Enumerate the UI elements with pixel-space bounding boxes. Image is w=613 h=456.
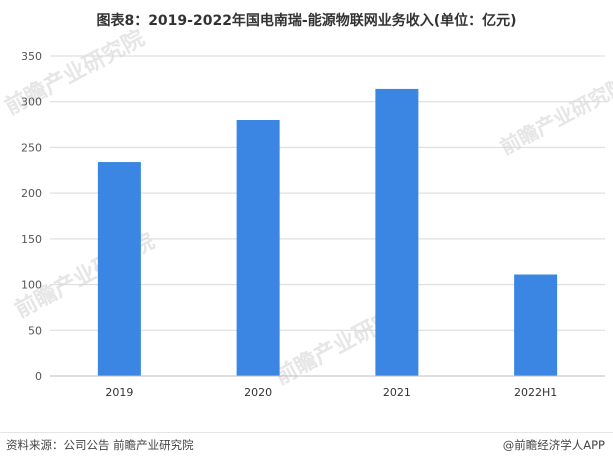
bar-2019 <box>97 162 141 376</box>
y-tick-label: 350 <box>21 50 42 63</box>
footer: 资料来源：公司公告 前瞻产业研究院 @前瞻经济学人APP <box>0 432 613 453</box>
y-axis-ticks: 0 50 100 150 200 250 300 350 <box>21 50 42 383</box>
brand-text: @前瞻经济学人APP <box>502 438 605 452</box>
x-axis-ticks: 2019 2020 2021 2022H1 <box>105 386 557 399</box>
bar-2022H1 <box>514 274 558 376</box>
source-text: 资料来源：公司公告 前瞻产业研究院 <box>6 438 194 452</box>
bar-2021 <box>375 88 419 377</box>
y-tick-label: 250 <box>21 141 42 154</box>
x-tick-label: 2020 <box>244 386 272 399</box>
bar-2020 <box>236 120 280 376</box>
bars <box>97 88 558 377</box>
gridlines <box>50 55 605 331</box>
y-tick-label: 300 <box>21 96 42 109</box>
chart-title: 图表8：2019-2022年国电南瑞-能源物联网业务收入(单位：亿元) <box>96 13 517 29</box>
bar-chart: 前瞻产业研究院 前瞻产业研究院 前瞻产业研究院 前瞻产业研究院 05010015… <box>1 25 613 399</box>
watermark-text: 前瞻产业研究院 <box>496 72 613 159</box>
y-tick-label: 200 <box>21 187 42 200</box>
y-tick-label: 150 <box>21 233 42 246</box>
y-tick-label: 0 <box>35 370 42 383</box>
x-tick-label: 2019 <box>105 386 133 399</box>
y-tick-label: 50 <box>28 324 42 337</box>
x-tick-label: 2021 <box>383 386 411 399</box>
y-tick-label: 100 <box>21 279 42 292</box>
x-tick-label: 2022H1 <box>514 386 557 399</box>
